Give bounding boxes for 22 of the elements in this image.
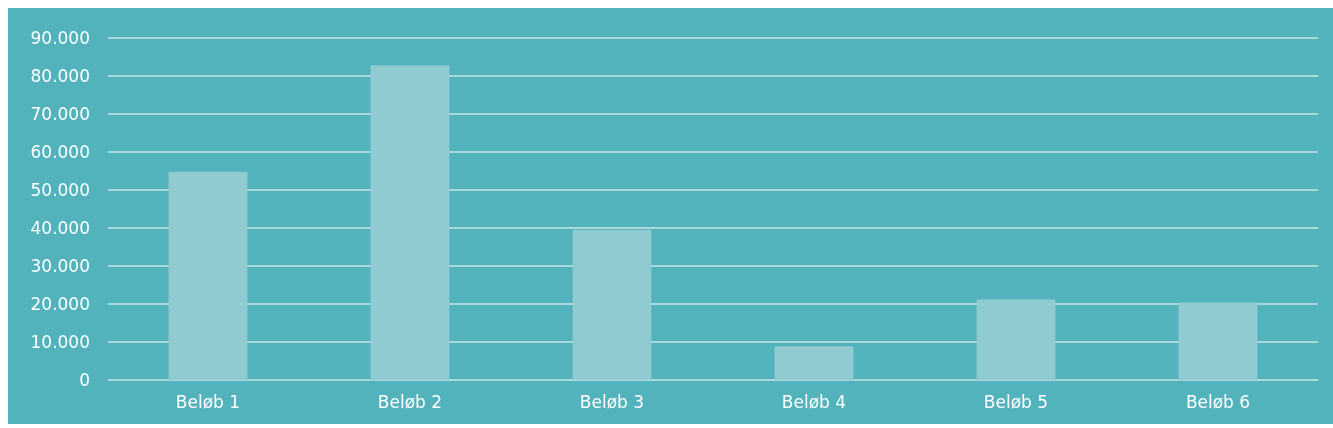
x-tick-label: Beløb 5 — [983, 392, 1049, 412]
y-tick-label: 60.000 — [30, 141, 90, 162]
y-tick-label: 80.000 — [30, 65, 90, 86]
y-tick-label: 40.000 — [30, 217, 90, 238]
y-tick-label: 20.000 — [30, 293, 90, 314]
y-tick-label: 10.000 — [30, 331, 90, 352]
x-tick-label: Beløb 2 — [377, 392, 443, 412]
bar — [774, 346, 854, 380]
bar — [572, 229, 652, 380]
bar — [370, 65, 450, 380]
bar — [976, 299, 1056, 380]
y-tick-label: 30.000 — [30, 255, 90, 276]
y-tick-label: 0 — [79, 369, 90, 390]
y-tick-label: 50.000 — [30, 179, 90, 200]
x-tick-label: Beløb 4 — [781, 392, 847, 412]
bar — [1178, 302, 1258, 380]
y-tick-label: 90.000 — [30, 27, 90, 48]
bar — [168, 171, 248, 380]
y-tick-label: 70.000 — [30, 103, 90, 124]
x-tick-label: Beløb 1 — [175, 392, 241, 412]
x-tick-label: Beløb 3 — [579, 392, 645, 412]
x-tick-label: Beløb 6 — [1185, 392, 1251, 412]
